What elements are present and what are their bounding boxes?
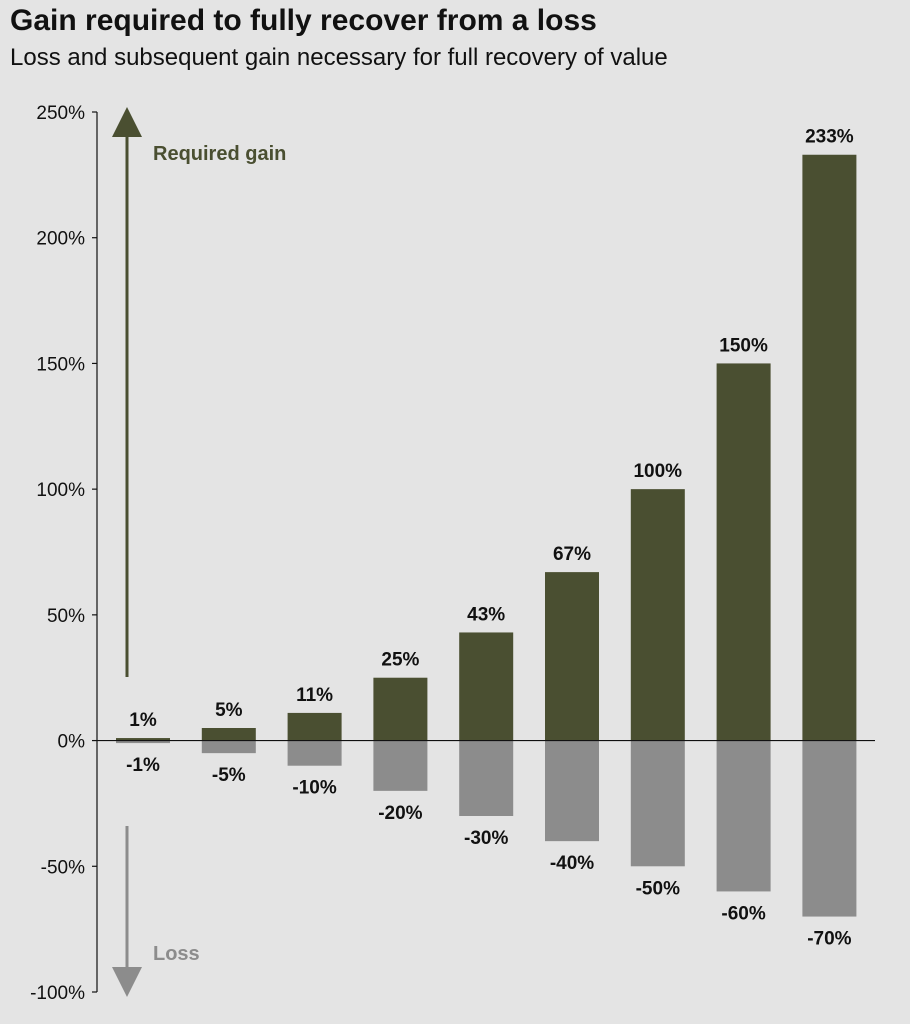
gain-bar <box>630 489 685 741</box>
loss-data-label: -70% <box>807 929 851 950</box>
loss-data-label: -50% <box>636 878 680 899</box>
loss-data-label: -30% <box>464 828 508 849</box>
gain-bar <box>201 728 256 741</box>
gain-bar <box>545 572 599 741</box>
loss-data-label: -40% <box>550 853 594 874</box>
gain-data-label: 233% <box>805 127 854 148</box>
loss-arrow-label: Loss <box>153 943 200 965</box>
gain-bar <box>716 363 771 741</box>
gain-bar <box>802 154 857 741</box>
y-axis: 250% 200% 150% 100% 50% 0% -50% -100% <box>30 103 98 1004</box>
gain-data-label: 25% <box>381 650 419 671</box>
loss-data-label: -1% <box>126 755 160 776</box>
gain-data-label: 11% <box>296 685 333 706</box>
loss-bar <box>716 740 771 892</box>
y-tick-label: -50% <box>41 857 85 878</box>
gain-data-label: 150% <box>719 335 768 356</box>
y-tick-label: 250% <box>36 103 85 124</box>
bars <box>116 154 857 917</box>
loss-data-label: -20% <box>378 803 422 824</box>
gain-data-label: 43% <box>467 604 505 625</box>
y-tick-label: 0% <box>58 732 86 753</box>
gain-bar <box>116 738 170 741</box>
loss-bar <box>545 740 599 842</box>
gain-bar <box>287 712 342 741</box>
loss-data-label: -60% <box>721 903 765 924</box>
gain-arrow-label: Required gain <box>153 143 286 165</box>
y-tick-label: 200% <box>36 229 85 250</box>
y-tick-label: -100% <box>30 983 85 1004</box>
gain-data-label: 1% <box>129 710 157 731</box>
loss-data-label: -10% <box>292 778 336 799</box>
loss-bar <box>116 740 170 744</box>
loss-bar <box>373 740 428 791</box>
y-tick-label: 50% <box>47 606 85 627</box>
chart-subtitle: Loss and subsequent gain necessary for f… <box>10 44 668 71</box>
y-tick-label: 100% <box>36 480 85 501</box>
loss-bar <box>802 740 857 917</box>
gain-data-label: 5% <box>215 700 243 721</box>
loss-bar <box>630 740 685 867</box>
gain-bar <box>373 677 428 741</box>
loss-bar <box>287 740 342 766</box>
loss-bar <box>459 740 514 816</box>
chart-title: Gain required to fully recover from a lo… <box>10 4 597 37</box>
gain-data-label: 100% <box>633 461 682 482</box>
gain-bar <box>459 632 514 741</box>
gain-data-label: 67% <box>553 544 591 565</box>
data-labels: 1% 5% 11% 25% 43% 67% 100% 150% 233% -1% -5% -10% -2… <box>126 127 854 950</box>
loss-bar <box>201 740 256 754</box>
y-tick-label: 150% <box>36 354 85 375</box>
loss-data-label: -5% <box>212 765 246 786</box>
